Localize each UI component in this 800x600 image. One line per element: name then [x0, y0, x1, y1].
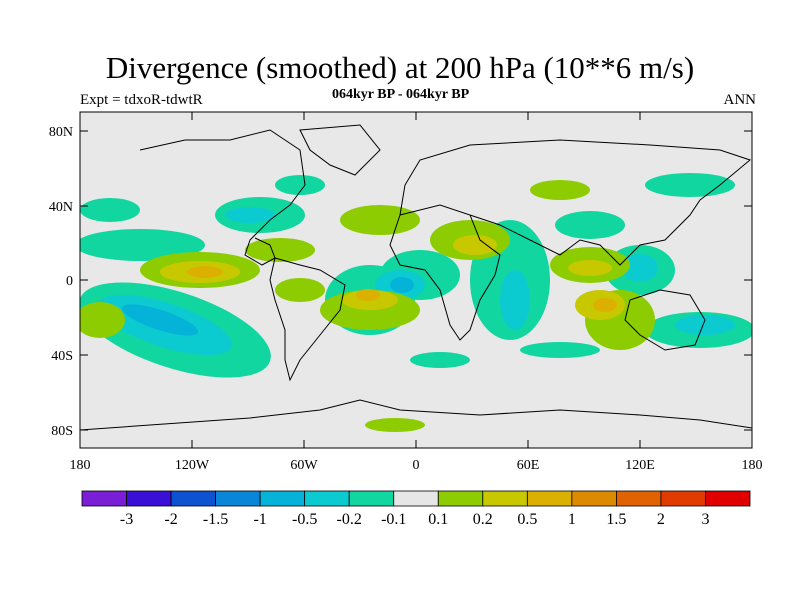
colorbar-swatch	[170, 490, 216, 507]
field-level-0.5	[187, 266, 617, 312]
lon-label: 180	[742, 458, 763, 473]
colorbar-swatch	[81, 490, 127, 507]
colorbar-label: 2	[657, 511, 665, 528]
coast-north-america	[139, 129, 306, 266]
divergence-field	[80, 173, 752, 432]
season-label: ANN	[723, 92, 757, 108]
colorbar-label: 0.5	[517, 511, 537, 528]
colorbar-swatch	[215, 490, 261, 507]
experiment-label: Expt = tdxoR-tdwtR	[80, 92, 203, 108]
colorbar-labels: -3 -2 -1.5 -1 -0.5 -0.2 -0.1 0.1 0.2 0.5 1 1.5 2 3	[120, 511, 710, 528]
colorbar-label: -1.5	[203, 511, 228, 528]
coast-greenland	[299, 124, 381, 176]
colorbar-swatch	[259, 490, 306, 507]
subtitle-row: Expt = tdxoR-tdwtR 064kyr BP - 064kyr BP…	[80, 87, 757, 110]
colorbar-label: -0.1	[381, 511, 406, 528]
colorbar-swatch	[526, 490, 573, 507]
field-level-minus-0.5	[121, 277, 414, 336]
colorbar-label: 0.2	[473, 511, 493, 528]
colorbar-label: 1.5	[606, 511, 626, 528]
lon-label: 180	[70, 458, 91, 473]
colorbar-swatch	[126, 490, 172, 507]
lat-label: 40N	[49, 200, 73, 215]
coast-africa	[389, 204, 501, 341]
period-label: 064kyr BP - 064kyr BP	[332, 87, 470, 102]
lon-label: 120W	[175, 458, 210, 473]
colorbar-label: -0.5	[292, 511, 317, 528]
colorbar-swatch	[348, 490, 395, 507]
colorbar-swatch	[482, 490, 528, 507]
lon-label: 120E	[625, 458, 655, 473]
plot-title: Divergence (smoothed) at 200 hPa (10**6 …	[105, 50, 695, 85]
coast-australia	[624, 289, 706, 351]
colorbar-swatch	[571, 490, 617, 507]
coast-south-america	[269, 257, 346, 382]
latitude-labels: 80N 40N 0 40S 80S	[49, 125, 73, 439]
colorbar-swatch	[393, 490, 439, 507]
colorbar-label: -1	[253, 511, 266, 528]
colorbar-swatch	[660, 490, 706, 507]
coast-eurasia	[399, 139, 752, 266]
colorbar-label: 1	[568, 511, 576, 528]
lat-label: 40S	[51, 349, 73, 364]
lon-label: 60E	[517, 458, 540, 473]
lon-label: 60W	[290, 458, 318, 473]
colorbar-swatch	[437, 490, 484, 507]
colorbar-swatch	[304, 490, 350, 507]
lon-label: 0	[413, 458, 420, 473]
lat-label: 80S	[51, 424, 73, 439]
colorbar-label: -0.2	[337, 511, 362, 528]
colorbar-swatch	[616, 490, 662, 507]
colorbar-label: 0.1	[428, 511, 448, 528]
coast-antarctica	[80, 399, 752, 431]
colorbar-label: -3	[120, 511, 133, 528]
colorbar-label: -2	[164, 511, 177, 528]
colorbar	[81, 490, 751, 507]
longitude-labels: 180 120W 60W 0 60E 120E 180	[70, 458, 763, 473]
axis-ticks	[80, 112, 752, 448]
colorbar-label: 3	[701, 511, 709, 528]
lat-label: 80N	[49, 125, 73, 140]
coastlines	[80, 124, 752, 431]
colorbar-swatch	[705, 490, 751, 507]
lat-label: 0	[66, 274, 73, 289]
